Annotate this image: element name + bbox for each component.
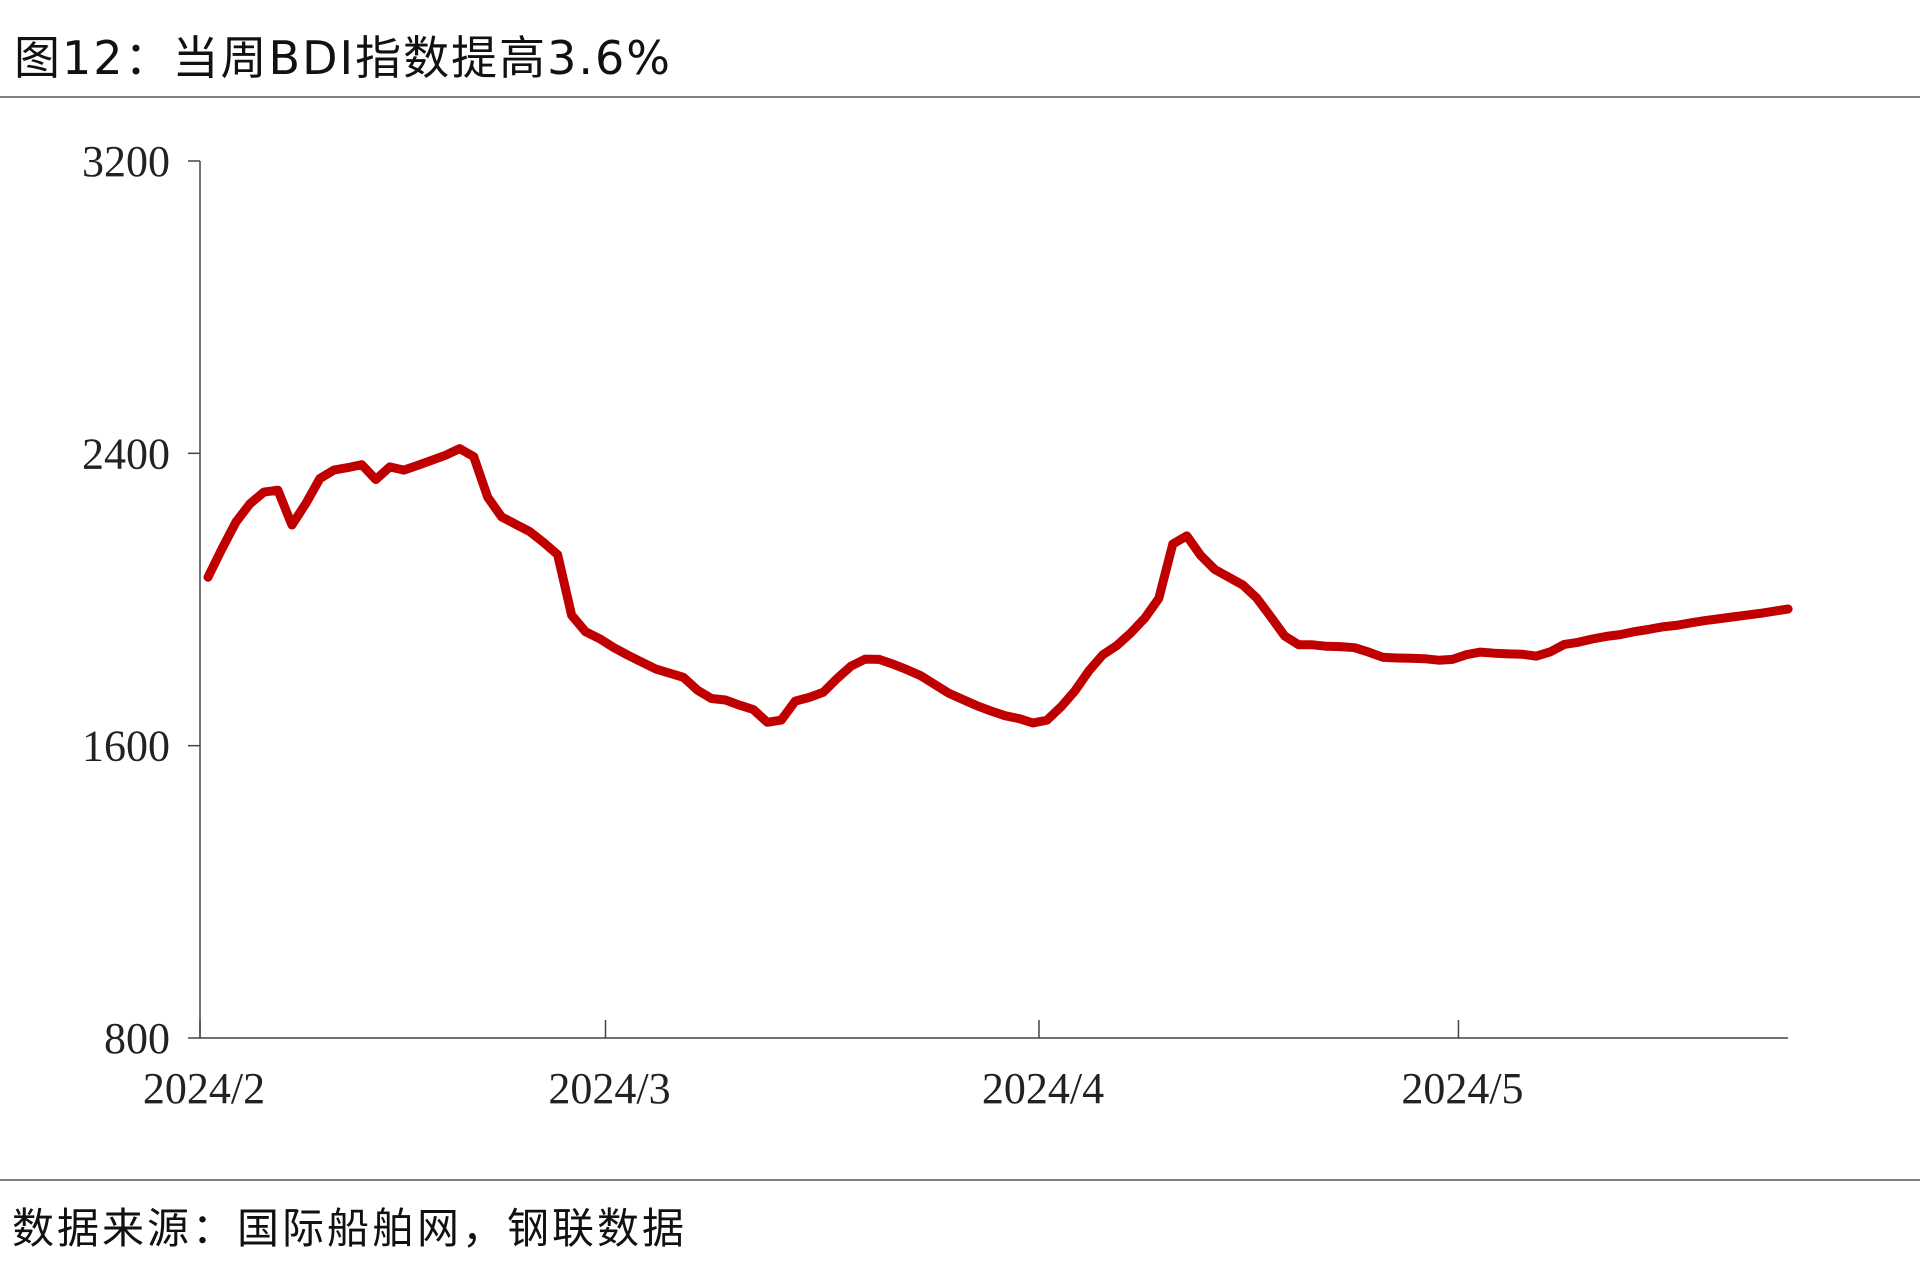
x-tick-label: 2024/3 xyxy=(548,1064,670,1113)
x-tick-label: 2024/5 xyxy=(1401,1064,1523,1113)
x-tick-label: 2024/4 xyxy=(982,1064,1104,1113)
source-divider xyxy=(0,1179,1920,1181)
data-source-note: 数据来源：国际船舶网，钢联数据 xyxy=(12,1204,688,1253)
axes xyxy=(188,160,1788,1039)
tick-labels: 800 1600 2400 3200 2024/2 2024/3 2024/4 2024/5 xyxy=(82,137,1524,1113)
y-tick-label: 1600 xyxy=(82,722,170,771)
y-tick-label: 3200 xyxy=(82,137,170,186)
bdi-series-line xyxy=(203,444,1793,728)
y-tick-label: 2400 xyxy=(82,429,170,478)
x-tick-label: 2024/2 xyxy=(143,1064,265,1113)
figure-title: 图12：当周BDI指数提高3.6% xyxy=(14,31,672,85)
title-divider xyxy=(0,96,1920,98)
y-tick-label: 800 xyxy=(104,1014,170,1063)
bdi-line-chart: 800 1600 2400 3200 2024/2 2024/3 2024/4 2024/5 xyxy=(82,137,1793,1113)
